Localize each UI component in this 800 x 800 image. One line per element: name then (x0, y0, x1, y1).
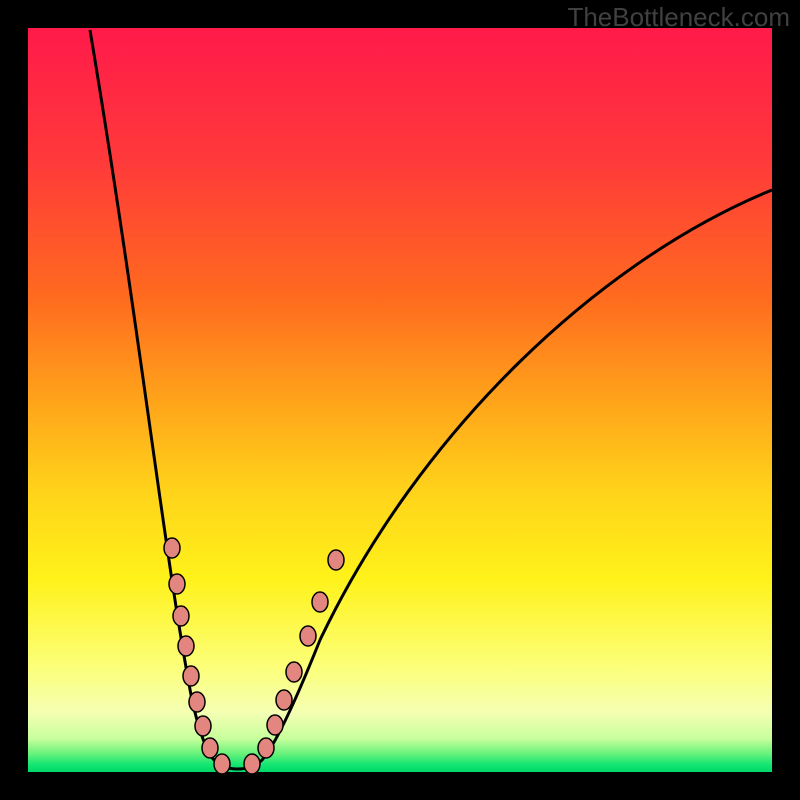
plot-frame (0, 0, 800, 800)
watermark-text: TheBottleneck.com (567, 4, 790, 30)
chart-container: TheBottleneck.com (0, 0, 800, 800)
